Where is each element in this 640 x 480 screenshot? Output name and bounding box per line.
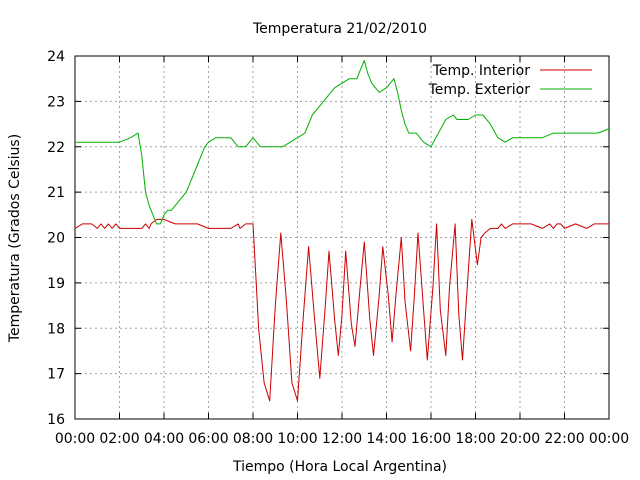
legend-label: Temp. Interior bbox=[432, 63, 531, 79]
x-tick-label: 18:00 bbox=[455, 431, 495, 447]
y-tick-label: 21 bbox=[47, 185, 65, 201]
legend: Temp. Interior Temp. Exterior bbox=[428, 63, 592, 98]
y-tick-label: 23 bbox=[47, 94, 65, 110]
series-lines bbox=[74, 60, 610, 402]
y-tick-label: 18 bbox=[47, 321, 65, 337]
x-tick-label: 12:00 bbox=[322, 431, 362, 447]
x-tick-label: 08:00 bbox=[233, 431, 273, 447]
y-tick-label: 24 bbox=[47, 49, 65, 65]
axis-ticks: 00:00 02:00 04:00 06:00 08:00 10:00 12:00 14:00… bbox=[47, 49, 629, 447]
chart-title: Temperatura 21/02/2010 bbox=[252, 21, 427, 37]
x-tick-label: 02:00 bbox=[99, 431, 139, 447]
legend-label: Temp. Exterior bbox=[428, 82, 531, 98]
grid-lines bbox=[75, 56, 609, 419]
x-axis-label: Tiempo (Hora Local Argentina) bbox=[232, 459, 447, 475]
y-tick-label: 19 bbox=[47, 276, 65, 292]
x-tick-label: 00:00 bbox=[55, 431, 95, 447]
x-tick-label: 22:00 bbox=[544, 431, 584, 447]
series-line-interior bbox=[74, 218, 609, 402]
x-tick-label: 10:00 bbox=[277, 431, 317, 447]
y-tick-label: 22 bbox=[47, 140, 65, 156]
x-tick-label: 00:00 bbox=[589, 431, 629, 447]
x-tick-label: 14:00 bbox=[366, 431, 406, 447]
y-tick-label: 20 bbox=[47, 231, 65, 247]
x-tick-label: 20:00 bbox=[500, 431, 540, 447]
y-axis-label: Temperatura (Grados Celsius) bbox=[7, 134, 23, 343]
x-tick-label: 04:00 bbox=[144, 431, 184, 447]
series-line-exterior bbox=[75, 60, 610, 225]
y-tick-label: 16 bbox=[47, 412, 65, 428]
x-tick-label: 06:00 bbox=[188, 431, 228, 447]
x-tick-label: 16:00 bbox=[411, 431, 451, 447]
y-tick-label: 17 bbox=[47, 367, 65, 383]
